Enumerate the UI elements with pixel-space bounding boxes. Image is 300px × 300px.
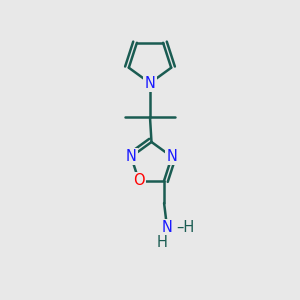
Text: O: O <box>133 173 145 188</box>
Text: N: N <box>145 76 155 91</box>
Text: H: H <box>156 235 167 250</box>
Text: N: N <box>126 149 136 164</box>
Text: N: N <box>162 220 172 235</box>
Text: –H: –H <box>176 220 195 235</box>
Text: N: N <box>167 149 177 164</box>
